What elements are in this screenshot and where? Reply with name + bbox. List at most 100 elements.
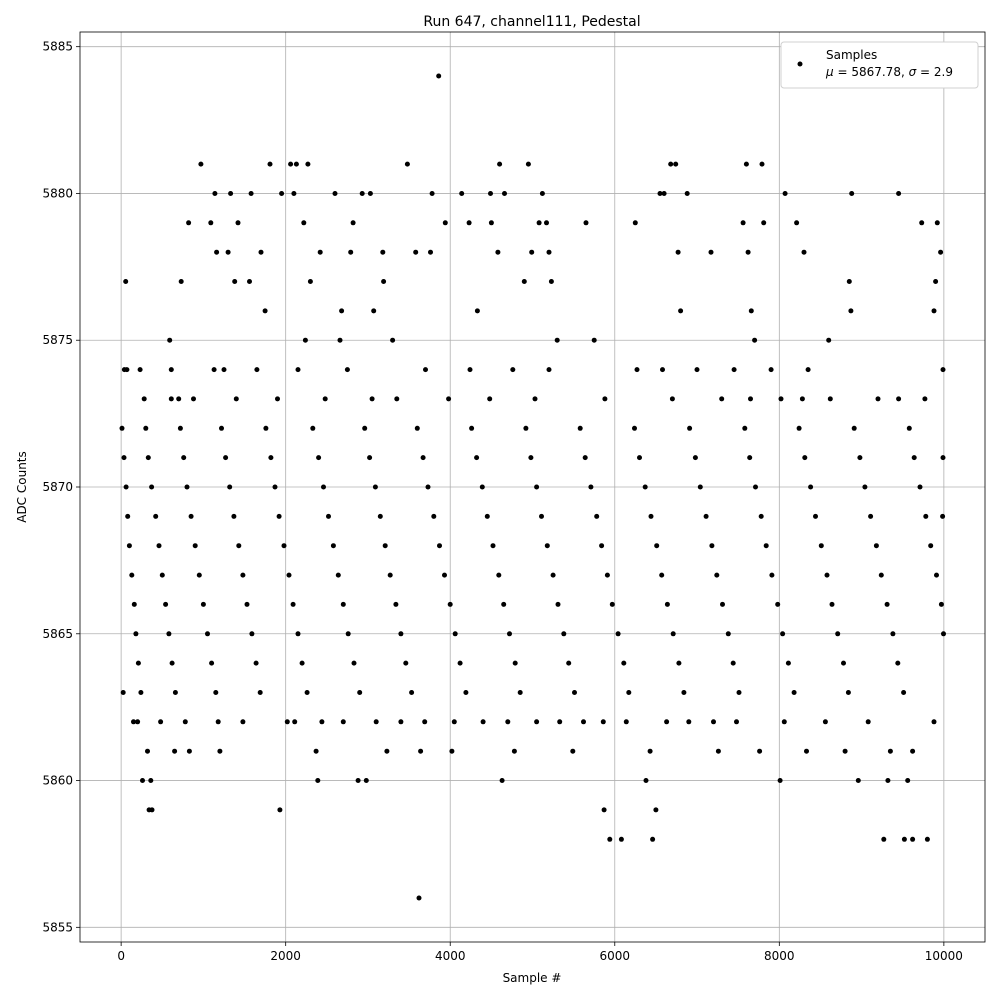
data-point: [316, 455, 322, 461]
data-point: [416, 895, 422, 901]
data-point: [390, 337, 396, 343]
data-point: [357, 690, 363, 695]
x-tick-label: 2000: [270, 949, 301, 963]
data-point: [941, 631, 946, 637]
data-point: [933, 279, 939, 284]
data-point: [480, 719, 486, 725]
data-point: [703, 513, 709, 519]
data-point: [437, 543, 442, 549]
data-point: [205, 631, 210, 637]
data-point: [215, 719, 221, 725]
data-point: [277, 807, 283, 813]
data-point: [747, 455, 753, 461]
legend-sigma-symbol: σ: [909, 65, 917, 79]
data-point: [305, 161, 311, 167]
legend-sigma-value: = 2.9: [916, 65, 953, 79]
data-point: [425, 484, 431, 490]
data-point: [429, 191, 435, 196]
data-point: [599, 543, 605, 549]
data-point: [149, 807, 155, 813]
data-point: [221, 367, 227, 373]
data-point: [351, 660, 357, 666]
data-point: [885, 778, 891, 783]
data-point: [304, 690, 310, 695]
data-point: [548, 279, 554, 284]
data-point: [413, 249, 419, 255]
data-point: [317, 249, 323, 255]
data-point: [315, 778, 321, 783]
data-point: [829, 601, 835, 607]
data-point: [868, 513, 874, 519]
data-point: [290, 601, 296, 607]
data-point: [293, 161, 299, 167]
data-point: [167, 337, 173, 343]
legend-label: Samples: [826, 48, 877, 62]
data-point: [148, 778, 154, 783]
data-point: [801, 249, 807, 255]
data-point: [275, 396, 280, 402]
data-point: [442, 220, 448, 226]
data-point: [851, 425, 857, 431]
data-point: [126, 543, 132, 549]
data-point: [659, 572, 665, 578]
data-point: [734, 719, 739, 725]
data-point: [678, 308, 684, 314]
y-tick-label: 5880: [42, 186, 73, 200]
legend-marker: [797, 61, 803, 67]
data-point: [742, 425, 748, 431]
data-point: [345, 631, 351, 637]
data-point: [254, 367, 260, 373]
data-point: [367, 191, 373, 196]
data-point: [670, 631, 676, 637]
data-points: [119, 73, 946, 901]
data-point: [664, 719, 670, 725]
data-point: [901, 836, 907, 842]
data-point: [172, 690, 178, 695]
data-point: [330, 543, 336, 549]
data-point: [661, 191, 667, 196]
data-point: [188, 513, 194, 519]
data-point: [125, 513, 131, 519]
data-point: [781, 719, 787, 725]
data-point: [276, 513, 282, 519]
data-point: [857, 455, 863, 461]
data-point: [340, 601, 346, 607]
legend-mu-value: = 5867.78,: [834, 65, 909, 79]
data-point: [719, 396, 725, 402]
data-point: [249, 631, 255, 637]
data-point: [748, 396, 753, 402]
data-point: [159, 572, 165, 578]
data-point: [131, 719, 136, 725]
data-point: [521, 279, 527, 284]
data-point: [436, 73, 442, 79]
data-point: [761, 220, 767, 226]
data-point: [906, 425, 912, 431]
data-point: [669, 396, 675, 402]
data-point: [474, 308, 480, 314]
data-point: [865, 719, 871, 725]
data-point: [326, 513, 331, 519]
data-point: [557, 719, 563, 725]
data-point: [377, 513, 383, 519]
x-tick-label: 0: [117, 949, 125, 963]
legend-box: [780, 41, 979, 89]
data-point: [372, 484, 378, 490]
legend-mu-symbol: μ: [825, 65, 834, 79]
data-point: [711, 719, 716, 725]
data-point: [855, 778, 861, 783]
data-point: [381, 279, 387, 284]
data-point: [418, 748, 424, 754]
data-point: [149, 484, 155, 490]
data-point: [694, 367, 700, 373]
data-point: [804, 748, 809, 754]
data-point: [423, 367, 428, 373]
data-point: [490, 543, 496, 549]
data-point: [673, 161, 679, 167]
data-point: [928, 543, 934, 549]
data-point: [594, 513, 600, 519]
data-point: [156, 543, 162, 549]
data-point: [135, 660, 141, 666]
data-point: [137, 367, 143, 373]
data-point: [600, 719, 606, 725]
data-point: [457, 660, 463, 666]
